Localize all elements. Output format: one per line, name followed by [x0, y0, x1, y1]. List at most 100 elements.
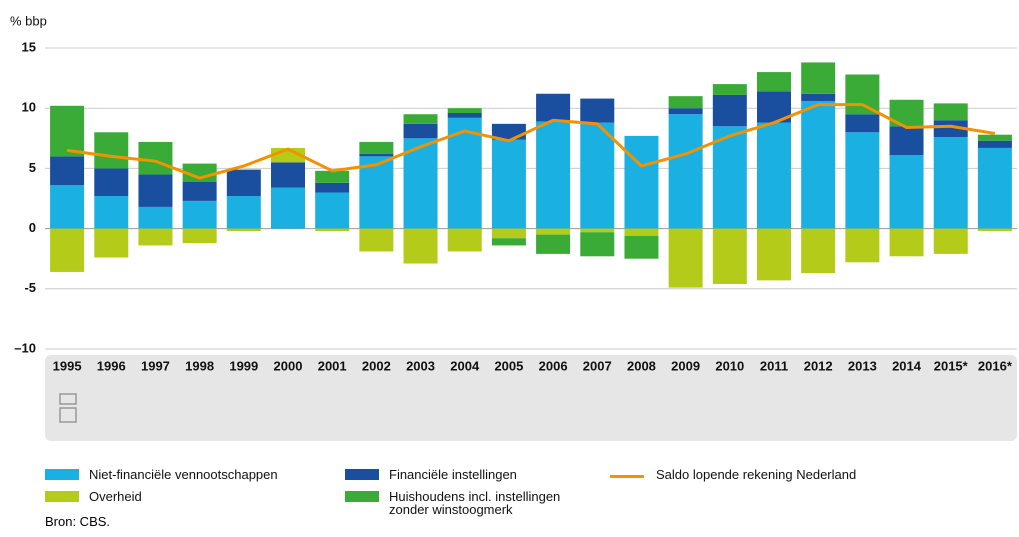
legend-item: Financiële instellingen: [345, 468, 589, 481]
bar-segment: [491, 228, 526, 239]
bar-segment: [624, 235, 659, 259]
legend-label: Niet-financiële vennootschappen: [89, 467, 278, 482]
bar-segment: [933, 120, 968, 138]
bar-segment: [712, 126, 747, 229]
line: [66, 103, 996, 180]
legend-item: Huishoudens incl. instellingen zonder wi…: [345, 490, 589, 516]
x-tick-label: 1999: [229, 358, 258, 373]
y-tick-label: -5: [24, 280, 36, 295]
bar-segment: [757, 72, 791, 92]
legend-label: Saldo lopende rekening Nederland: [656, 467, 857, 482]
legend-swatch: [345, 491, 379, 502]
bar-segment: [403, 138, 438, 229]
bar-segment: [889, 155, 924, 229]
x-tick-label: 2000: [274, 358, 303, 373]
x-tick-label: 2002: [362, 358, 391, 373]
bar-segment: [668, 114, 703, 229]
bar-segment: [757, 228, 791, 281]
legend-swatch: [45, 469, 79, 480]
x-tick-label: 2015*: [934, 358, 969, 373]
y-axis-label: % bbp: [10, 13, 47, 28]
bar-segment: [580, 232, 615, 257]
y-tick-label: 5: [29, 160, 36, 175]
bar-segment: [624, 228, 659, 236]
x-tick-label: 2012: [804, 358, 833, 373]
x-tick-label: 2004: [450, 358, 480, 373]
axis-band: [45, 355, 1017, 441]
bar-segment: [889, 126, 924, 156]
bar-segment: [712, 84, 747, 95]
bar-segment: [933, 103, 968, 121]
bar-segment: [757, 122, 791, 229]
x-tick-label: 2013: [848, 358, 877, 373]
x-tick-label: 1998: [185, 358, 214, 373]
bar-segment: [536, 121, 571, 229]
x-tick-label: 2016*: [978, 358, 1013, 373]
bar-segment: [933, 228, 968, 254]
bar-segment: [315, 182, 350, 193]
x-tick-label: 1995: [53, 358, 82, 373]
bar-segment: [50, 156, 85, 186]
y-tick-label: 15: [22, 39, 36, 54]
x-tick-label: 1996: [97, 358, 126, 373]
bar-segment: [712, 228, 747, 284]
bar-segment: [50, 185, 85, 229]
source: Bron: CBS.: [45, 514, 111, 529]
bar-segment: [50, 228, 85, 272]
bar-segment: [403, 123, 438, 139]
bar-segment: [536, 228, 571, 235]
x-tick-label: 2006: [539, 358, 568, 373]
bar-segment: [359, 141, 394, 154]
y-tick-label: 10: [22, 100, 36, 115]
bar-segment: [315, 192, 350, 229]
bar-segment: [94, 132, 129, 169]
bar-segment: [138, 206, 173, 229]
bar-segment: [50, 105, 85, 157]
bar-segment: [182, 200, 217, 229]
bar-segment: [359, 228, 394, 252]
bar-segment: [801, 93, 836, 101]
bar-segment: [226, 228, 261, 232]
legend-item: Niet-financiële vennootschappen: [45, 468, 289, 481]
x-tick-label: 2001: [318, 358, 347, 373]
bar-segment: [271, 162, 305, 188]
bar-segment: [845, 228, 880, 263]
y-tick-label: 0: [29, 220, 36, 235]
bar-segment: [845, 114, 880, 133]
bar-segment: [315, 170, 350, 183]
bar-segment: [138, 141, 173, 175]
bar-segment: [403, 228, 438, 264]
bar-segment: [668, 108, 703, 115]
bar-segment: [315, 228, 350, 232]
bar-segment: [447, 113, 482, 118]
bar-segment: [138, 228, 173, 246]
bar-segment: [889, 228, 924, 257]
bar-segment: [359, 153, 394, 157]
bar-segment: [447, 228, 482, 252]
x-tick-label: 1997: [141, 358, 170, 373]
x-tick-label: 2003: [406, 358, 435, 373]
bar-segment: [94, 228, 129, 258]
bar-segment: [977, 140, 1012, 148]
x-tick-label: 2008: [627, 358, 656, 373]
bar-segment: [536, 234, 571, 254]
bar-segment: [226, 196, 261, 229]
bar-segment: [712, 94, 747, 127]
bar-segment: [94, 196, 129, 229]
x-tick-label: 2005: [494, 358, 523, 373]
bar-segment: [271, 187, 305, 229]
logo-icon: [59, 393, 77, 423]
bar-segment: [977, 147, 1012, 229]
y-tick-label: –10: [14, 340, 36, 355]
legend-swatch: [610, 475, 644, 478]
x-tick-label: 2007: [583, 358, 612, 373]
bar-segment: [359, 156, 394, 229]
x-tick-label: 2014: [892, 358, 922, 373]
x-tick-label: 2009: [671, 358, 700, 373]
bar-segment: [491, 238, 526, 246]
bar-segment: [580, 98, 615, 123]
legend-swatch: [345, 469, 379, 480]
bar-segment: [182, 181, 217, 201]
